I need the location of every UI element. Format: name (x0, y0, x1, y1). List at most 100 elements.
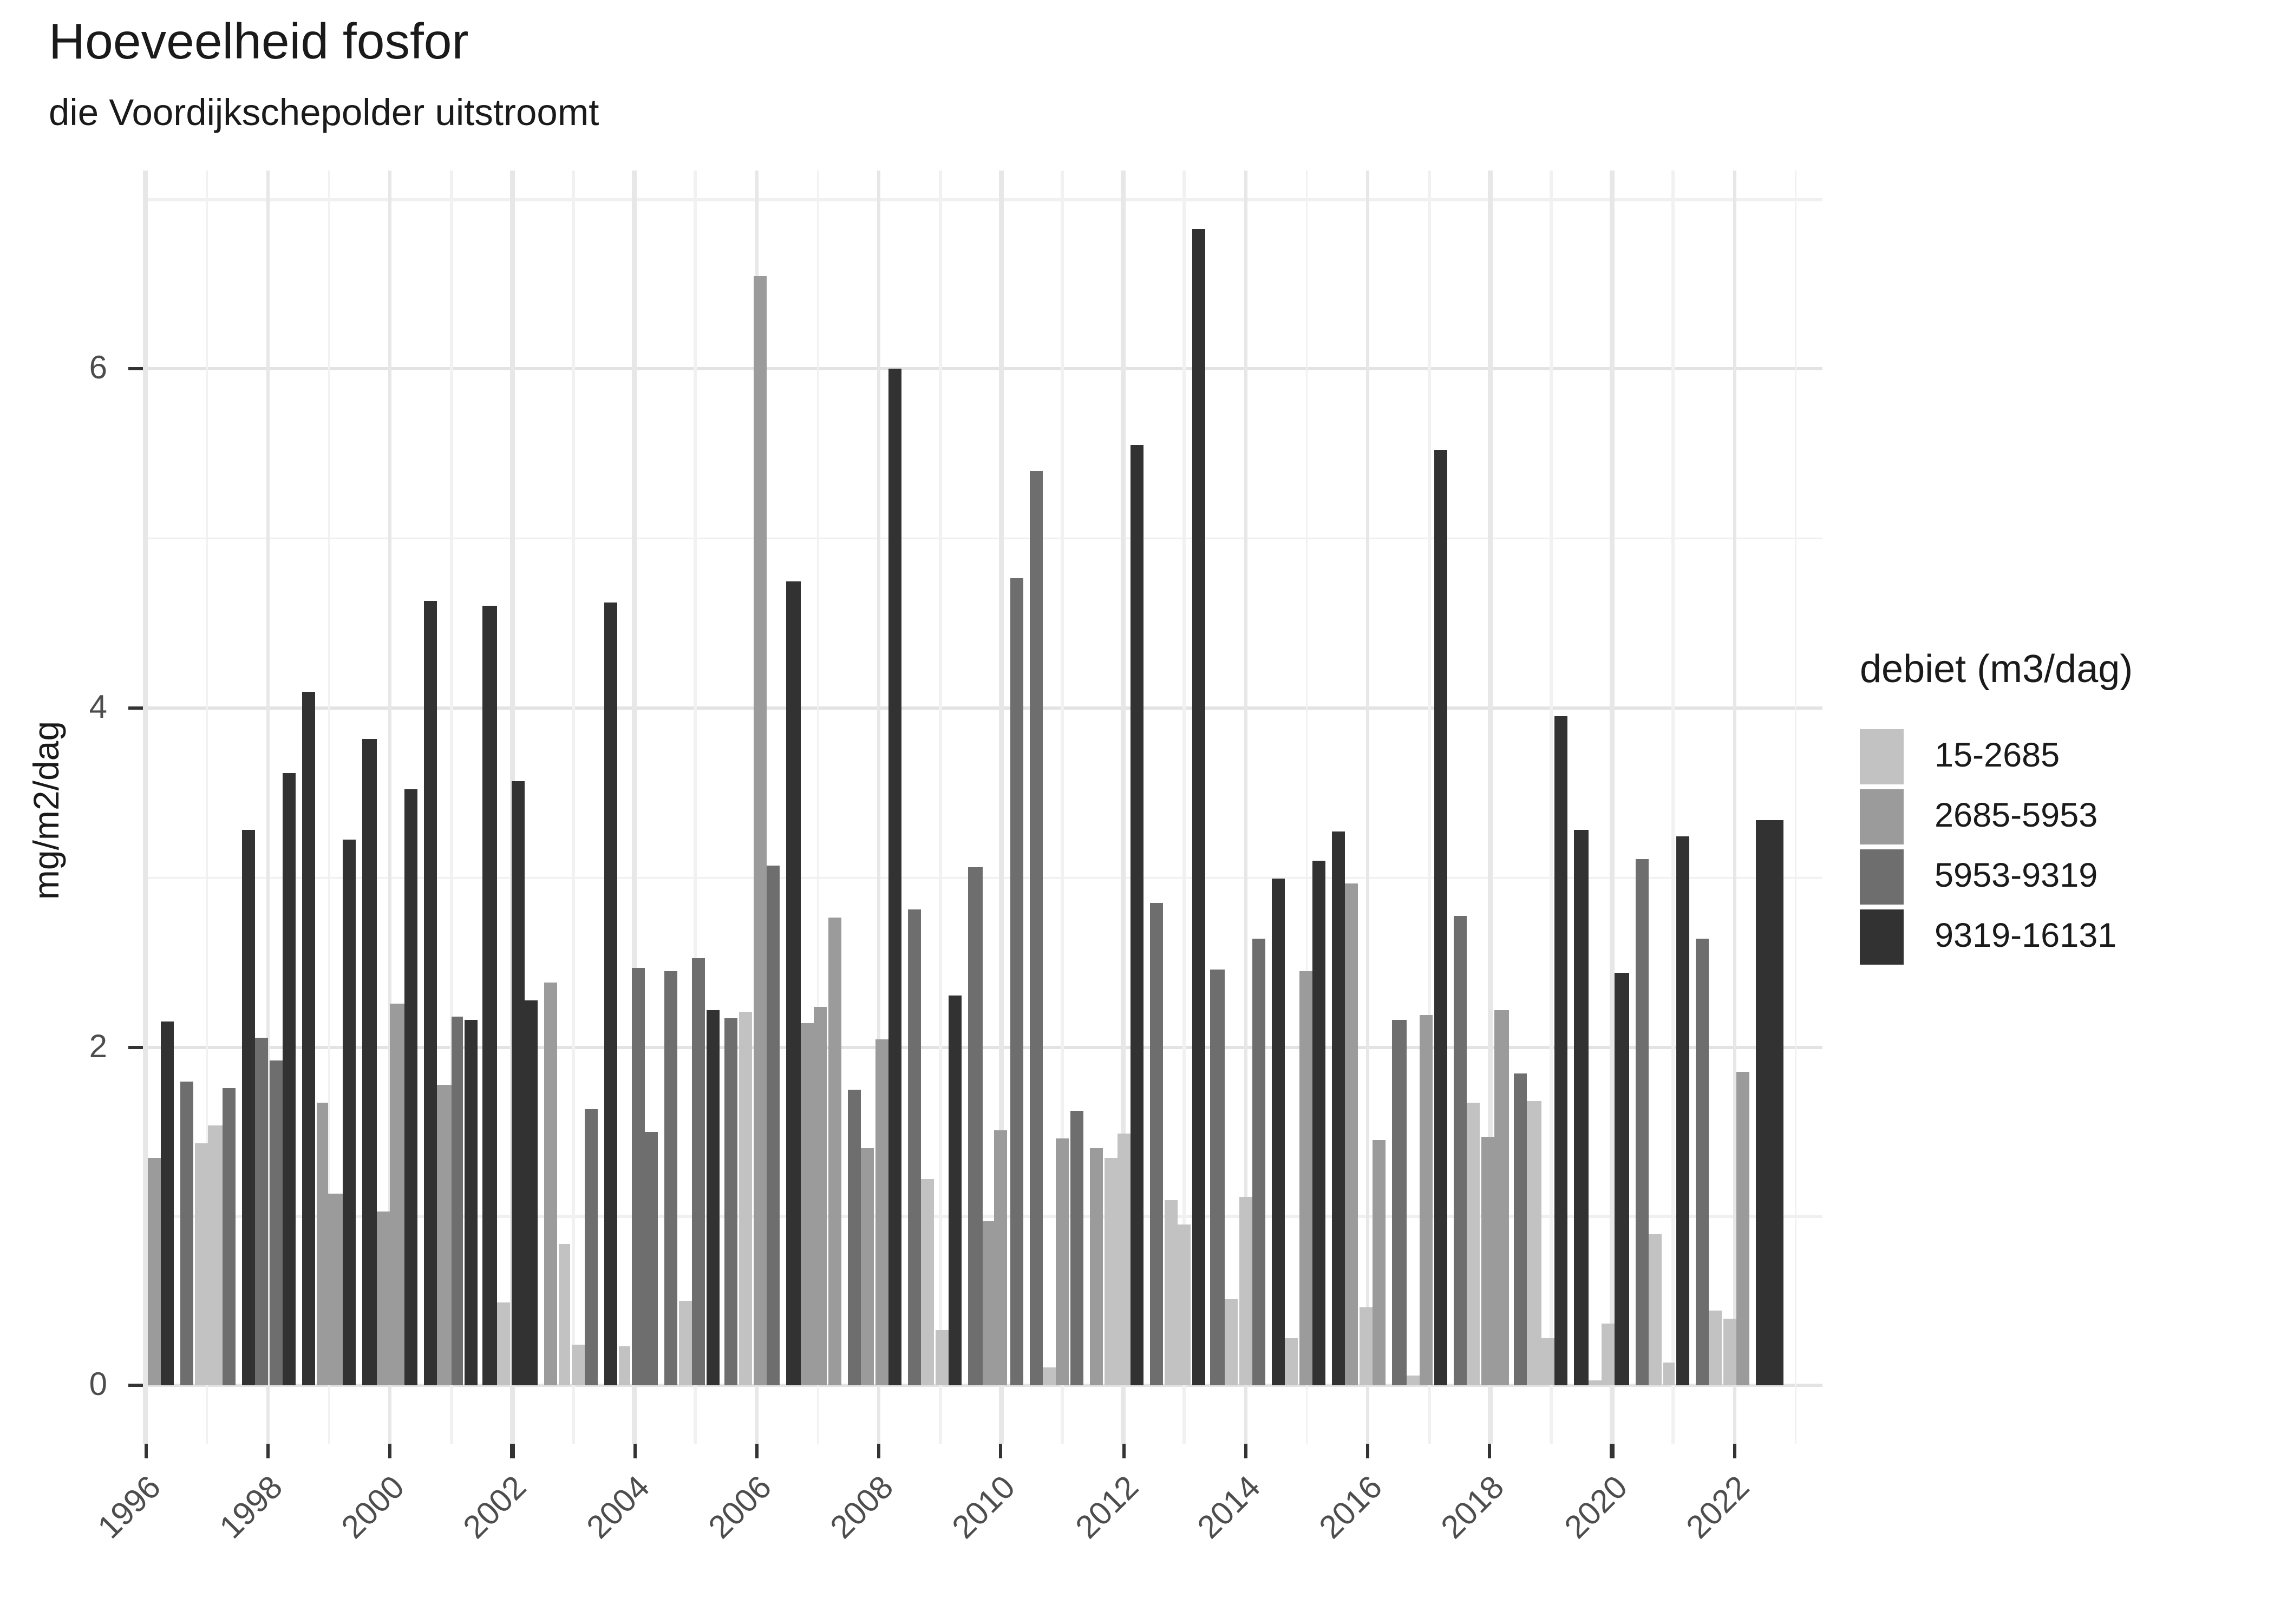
gridline-minor-x2023 (1794, 171, 1797, 1444)
legend-swatch (1860, 908, 1904, 964)
bar (558, 1243, 571, 1386)
gridline-minor-x2011 (1061, 171, 1064, 1444)
bar (1541, 1338, 1554, 1386)
bar (1527, 1101, 1541, 1386)
x-tick (510, 1444, 514, 1458)
bar (269, 1060, 282, 1386)
bar (1056, 1138, 1069, 1386)
bar (724, 1018, 738, 1386)
bar (1602, 1323, 1615, 1386)
x-tick (999, 1444, 1003, 1458)
legend-item: 2685-5953 (1857, 786, 2263, 846)
x-tick (755, 1444, 759, 1458)
bar (706, 1010, 720, 1386)
gridline-minor-x1999 (328, 171, 331, 1444)
bar (828, 918, 841, 1386)
gridline-major-y0 (143, 1384, 1822, 1387)
bar (1709, 1311, 1722, 1386)
chart-subtitle: die Voordijkschepolder uitstroomt (49, 91, 599, 133)
gridline-minor-x2015 (1305, 171, 1308, 1444)
legend-item: 5953-9319 (1857, 846, 2263, 906)
gridline-major-y4 (143, 706, 1822, 710)
bar (679, 1301, 692, 1386)
bar (1696, 938, 1709, 1386)
bar (1285, 1338, 1298, 1386)
bar (632, 967, 645, 1386)
gridline-minor-x2021 (1672, 171, 1675, 1444)
legend-item-label: 2685-5953 (1935, 797, 2098, 835)
bar (1345, 884, 1358, 1386)
y-tick (128, 367, 143, 371)
bar (1252, 938, 1265, 1386)
bar (1043, 1367, 1056, 1386)
x-tick (1366, 1444, 1370, 1458)
x-tick (1733, 1444, 1736, 1458)
bar (645, 1131, 658, 1386)
bar (801, 1023, 814, 1386)
bar (1481, 1136, 1494, 1386)
bar (1192, 228, 1205, 1386)
bar (861, 1148, 874, 1386)
legend-swatch (1860, 728, 1904, 784)
bar (1239, 1197, 1252, 1386)
bar (1554, 716, 1568, 1386)
x-tick-label: 2020 (1558, 1470, 1635, 1547)
x-tick-label: 2000 (336, 1470, 413, 1547)
bar (1723, 1318, 1736, 1386)
bar (1663, 1362, 1676, 1386)
bar (222, 1088, 236, 1386)
gridline-minor-x2003 (572, 171, 575, 1444)
bar (1676, 836, 1689, 1386)
bar (1494, 1010, 1508, 1386)
gridline-minor-x2001 (450, 171, 453, 1444)
bar (1131, 445, 1144, 1386)
y-tick (128, 1384, 143, 1388)
bar (316, 1103, 329, 1386)
y-tick-label: 0 (89, 1367, 107, 1404)
bar (283, 772, 296, 1386)
legend-item: 15-2685 (1857, 726, 2263, 786)
bar (1010, 577, 1023, 1386)
y-tick (128, 1045, 143, 1049)
gridline-minor-x2005 (694, 171, 697, 1444)
y-tick-label: 6 (89, 351, 107, 387)
x-tick-label: 2008 (824, 1470, 901, 1547)
bar (1407, 1376, 1420, 1386)
bar (403, 789, 417, 1386)
gridline-major-x2020 (1610, 171, 1615, 1444)
x-tick-label: 2022 (1680, 1470, 1757, 1547)
gridline-major-x2000 (388, 171, 393, 1444)
gridline-minor-y7 (143, 199, 1822, 201)
gridline-minor-y1 (143, 1215, 1822, 1217)
gridline-major-y6 (143, 367, 1822, 371)
bar (465, 1019, 478, 1386)
bar (767, 866, 780, 1386)
x-tick-label: 2018 (1435, 1470, 1512, 1547)
bar (1434, 450, 1447, 1386)
gridline-minor-y5 (143, 538, 1822, 540)
bar (935, 1330, 949, 1386)
x-tick-label: 2006 (702, 1470, 779, 1547)
x-tick-label: 2002 (458, 1470, 534, 1547)
x-tick (1121, 1444, 1126, 1458)
bar (1271, 879, 1285, 1386)
bar (525, 1001, 538, 1386)
gridline-major-x1996 (143, 171, 148, 1444)
y-tick-label: 2 (89, 1029, 107, 1065)
legend-swatch (1860, 848, 1904, 904)
bar (1635, 859, 1649, 1386)
legend: debiet (m3/dag) 15-2685 2685-5953 5953-931… (1857, 648, 2263, 966)
legend-items: 15-2685 2685-5953 5953-9319 9319-16131 (1857, 726, 2263, 966)
bar (692, 959, 705, 1386)
gridline-major-x2004 (632, 171, 637, 1444)
gridline-minor-y3 (143, 876, 1822, 879)
gridline-major-x2022 (1732, 171, 1737, 1444)
chart-title: Hoeveelheid fosfor (49, 13, 469, 70)
gridline-major-x2018 (1488, 171, 1492, 1444)
bar (1467, 1103, 1480, 1386)
bar (921, 1179, 935, 1386)
bar (1165, 1199, 1178, 1386)
bar (497, 1302, 510, 1386)
x-tick (632, 1444, 637, 1458)
